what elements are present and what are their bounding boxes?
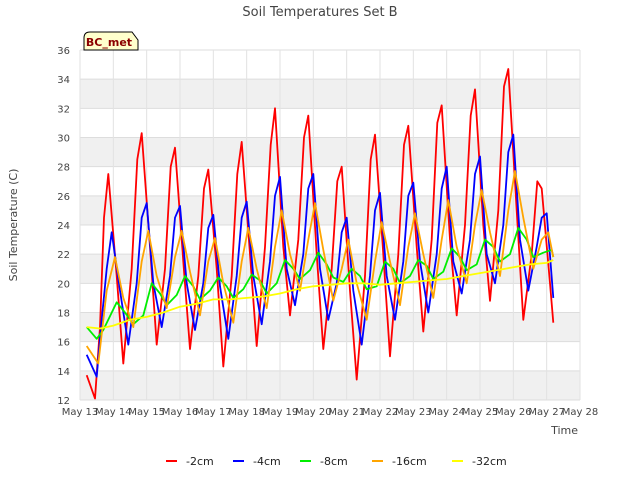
y-tick-label: 22 — [57, 250, 70, 261]
series-line-minus-32cm — [86, 259, 554, 330]
legend-item: -4cm — [233, 455, 281, 468]
legend: -2cm -4cm -8cm -16cm -32cm — [166, 455, 507, 468]
x-tick-label: May 14 — [95, 407, 132, 418]
y-axis-label: Soil Temperature (C) — [7, 169, 20, 282]
legend-label: -2cm — [186, 455, 214, 468]
chart-title: Soil Temperatures Set B — [242, 5, 397, 20]
x-axis-label: Time — [550, 424, 578, 437]
x-tick-label: May 28 — [562, 407, 599, 418]
x-tick-label: May 27 — [528, 407, 565, 418]
series-line-minus-2cm — [85, 68, 555, 400]
x-tick-label: May 17 — [195, 407, 232, 418]
grid-band — [80, 370, 580, 400]
legend-label: -4cm — [253, 455, 281, 468]
y-tick-label: 34 — [57, 75, 70, 86]
y-tick-label: 20 — [57, 279, 70, 290]
y-tick-label: 26 — [57, 192, 70, 203]
x-tick-label: May 18 — [228, 407, 265, 418]
legend-label: -32cm — [472, 455, 507, 468]
legend-item: -16cm — [372, 455, 427, 468]
series-line-minus-16cm — [85, 170, 555, 365]
x-tick-label: May 19 — [262, 407, 299, 418]
y-tick-label: 36 — [57, 46, 70, 57]
y-tick-label: 28 — [57, 163, 70, 174]
x-tick-label: May 26 — [495, 407, 532, 418]
x-tick-label: May 20 — [295, 407, 332, 418]
x-tick-label: May 16 — [162, 407, 199, 418]
legend-item: -8cm — [300, 455, 348, 468]
legend-label: -8cm — [320, 455, 348, 468]
site-label-box — [83, 31, 139, 51]
legend-item: -2cm — [166, 455, 214, 468]
y-tick-label: 16 — [57, 338, 70, 349]
series-lines — [85, 68, 555, 400]
site-label-text: BC_met — [86, 36, 132, 49]
x-tick-label: May 25 — [462, 407, 499, 418]
y-tick-label: 24 — [57, 221, 70, 232]
x-tick-label: May 24 — [428, 407, 465, 418]
y-tick-label: 14 — [57, 367, 70, 378]
x-tick-label: May 15 — [128, 407, 165, 418]
legend-label: -16cm — [392, 455, 427, 468]
x-tick-label: May 22 — [362, 407, 399, 418]
grid-band — [80, 79, 580, 109]
x-tick-label: May 21 — [328, 407, 365, 418]
grid-band — [80, 137, 580, 167]
x-tick-label: May 23 — [395, 407, 432, 418]
y-axis-ticks: 12 14 16 18 20 22 24 26 28 30 32 34 36 — [57, 46, 70, 407]
legend-item: -32cm — [452, 455, 507, 468]
x-tick-label: May 13 — [62, 407, 99, 418]
y-tick-label: 32 — [57, 104, 70, 115]
site-label-badge: BC_met — [83, 31, 139, 51]
y-tick-label: 12 — [57, 396, 70, 407]
y-tick-label: 30 — [57, 134, 70, 145]
y-tick-label: 18 — [57, 309, 70, 320]
series-line-minus-4cm — [85, 133, 555, 378]
